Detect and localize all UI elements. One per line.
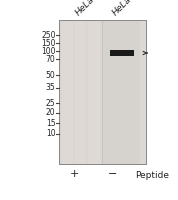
Text: 10: 10	[46, 130, 56, 139]
Text: +: +	[70, 169, 79, 179]
Text: 150: 150	[41, 38, 56, 47]
Text: HeLa: HeLa	[111, 0, 133, 17]
Text: Peptide: Peptide	[135, 171, 169, 180]
Text: 25: 25	[46, 98, 56, 108]
Bar	[59, 20, 102, 164]
Text: −: −	[108, 169, 118, 179]
Text: 250: 250	[41, 30, 56, 40]
Bar	[59, 20, 146, 164]
Text: HeLa: HeLa	[73, 0, 96, 17]
Bar	[102, 20, 146, 164]
Text: 100: 100	[41, 46, 56, 55]
Text: 50: 50	[46, 71, 56, 79]
Bar	[110, 50, 134, 56]
Text: 20: 20	[46, 108, 56, 117]
Text: 70: 70	[46, 54, 56, 64]
Text: 15: 15	[46, 118, 56, 128]
Bar	[103, 20, 140, 164]
Bar	[59, 20, 146, 164]
Text: 35: 35	[46, 83, 56, 92]
